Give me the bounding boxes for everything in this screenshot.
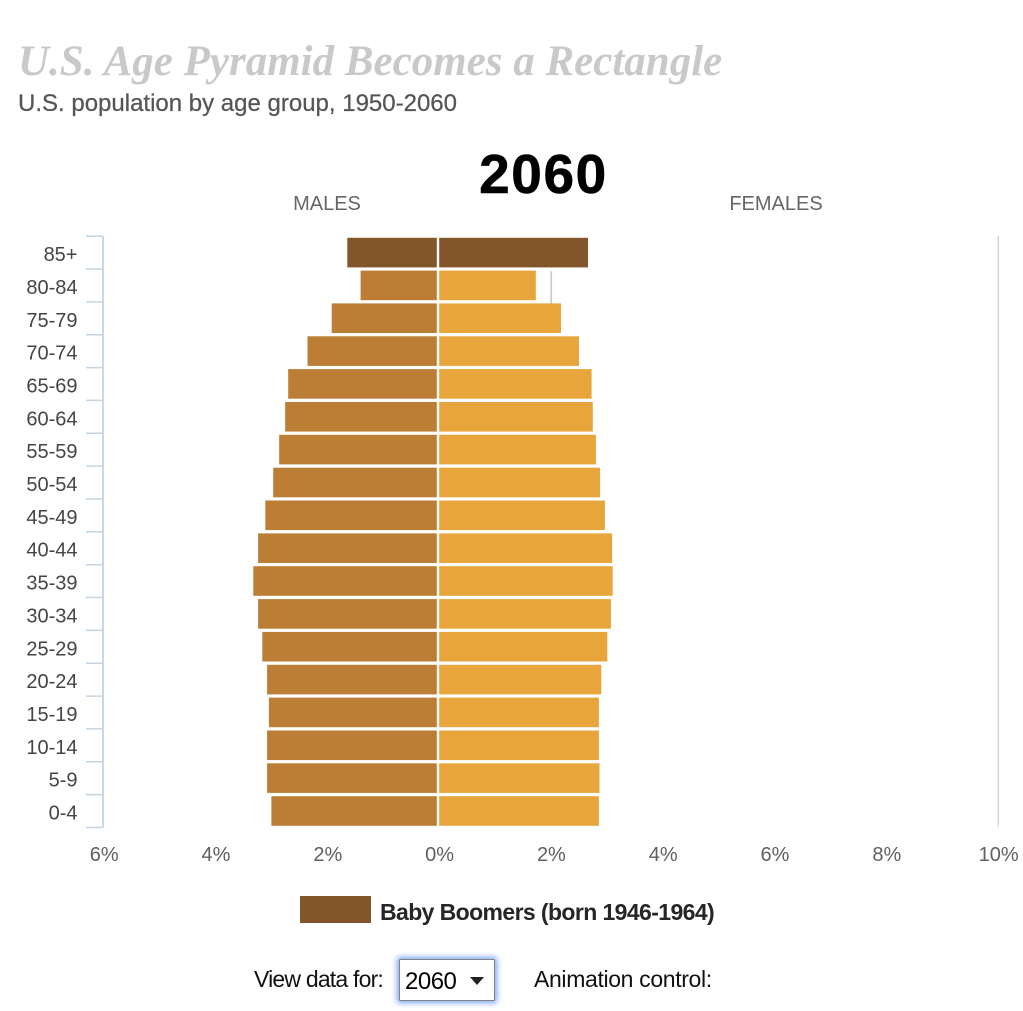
svg-text:0%: 0% (425, 844, 454, 866)
svg-text:55-59: 55-59 (26, 441, 77, 463)
svg-text:45-49: 45-49 (26, 507, 77, 529)
svg-text:8%: 8% (872, 844, 901, 866)
svg-text:10%: 10% (979, 844, 1019, 866)
svg-text:15-19: 15-19 (26, 704, 77, 726)
svg-text:35-39: 35-39 (26, 573, 77, 595)
svg-text:4%: 4% (202, 844, 231, 866)
svg-text:4%: 4% (649, 844, 678, 866)
svg-text:2%: 2% (537, 844, 566, 866)
svg-text:85+: 85+ (44, 244, 78, 266)
svg-text:6%: 6% (761, 844, 790, 866)
svg-text:70-74: 70-74 (26, 343, 77, 365)
svg-text:10-14: 10-14 (26, 737, 77, 759)
svg-text:75-79: 75-79 (26, 310, 77, 332)
svg-text:0-4: 0-4 (49, 803, 78, 825)
svg-text:80-84: 80-84 (26, 277, 77, 299)
svg-text:6%: 6% (90, 844, 119, 866)
svg-text:2%: 2% (313, 844, 342, 866)
svg-text:25-29: 25-29 (26, 638, 77, 660)
svg-text:20-24: 20-24 (26, 671, 77, 693)
svg-text:50-54: 50-54 (26, 474, 77, 496)
svg-text:5-9: 5-9 (49, 770, 78, 792)
svg-text:65-69: 65-69 (26, 376, 77, 398)
svg-text:30-34: 30-34 (26, 605, 77, 627)
svg-text:60-64: 60-64 (26, 408, 77, 430)
svg-text:40-44: 40-44 (26, 540, 77, 562)
